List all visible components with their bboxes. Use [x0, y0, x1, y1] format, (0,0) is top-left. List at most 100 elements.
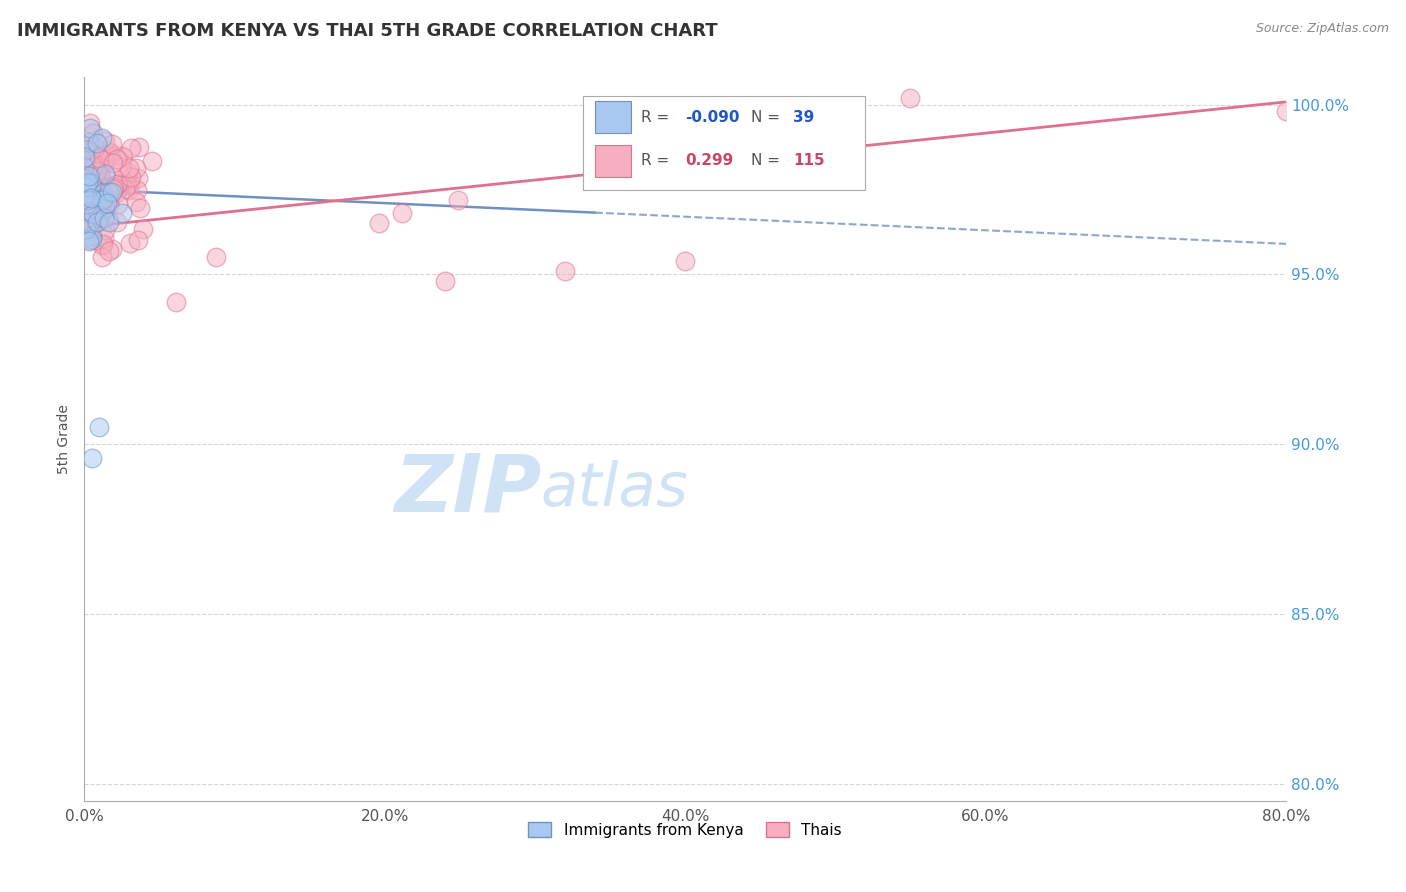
Point: [89, 185, 111, 199]
Point: [84, 184, 107, 198]
Point: [125, 161, 148, 175]
Point: [118, 183, 141, 197]
Point: [91, 186, 114, 201]
Point: [554, 264, 576, 278]
Point: [82, 126, 104, 140]
Point: [80, 229, 103, 244]
Point: [91, 237, 114, 252]
Point: [1275, 104, 1298, 119]
Text: Source: ZipAtlas.com: Source: ZipAtlas.com: [1256, 22, 1389, 36]
Point: [673, 253, 696, 268]
Point: [96, 187, 118, 202]
Point: [80, 176, 103, 190]
Point: [89, 166, 111, 180]
Point: [84, 188, 107, 202]
Point: [86, 203, 108, 218]
Point: [120, 169, 142, 184]
Point: [86, 202, 108, 217]
Point: [96, 194, 118, 209]
Point: [80, 191, 103, 205]
Point: [82, 207, 104, 221]
Point: [105, 178, 128, 192]
Point: [75, 179, 97, 194]
Point: [90, 130, 112, 145]
Legend: Immigrants from Kenya, Thais: Immigrants from Kenya, Thais: [522, 815, 848, 844]
Point: [117, 164, 139, 178]
Point: [87, 214, 110, 228]
Point: [97, 197, 120, 211]
Point: [100, 146, 122, 161]
Point: [205, 251, 228, 265]
Point: [93, 201, 115, 215]
Y-axis label: 5th Grade: 5th Grade: [58, 404, 72, 474]
Point: [84, 140, 107, 154]
Point: [91, 237, 114, 252]
Point: [82, 183, 104, 197]
Point: [73, 143, 96, 157]
Point: [79, 233, 101, 247]
Point: [90, 250, 112, 264]
Point: [87, 174, 110, 188]
Point: [89, 178, 111, 193]
Point: [433, 274, 456, 288]
Point: [101, 186, 124, 200]
Point: [111, 149, 134, 163]
Point: [77, 169, 100, 183]
Point: [84, 161, 107, 175]
Point: [76, 197, 98, 211]
Point: [77, 185, 100, 199]
Point: [83, 157, 105, 171]
Point: [86, 215, 108, 229]
Point: [84, 194, 107, 209]
Point: [75, 172, 97, 186]
Point: [77, 167, 100, 181]
Point: [101, 242, 124, 256]
Point: [93, 155, 115, 169]
Point: [76, 186, 98, 200]
Point: [105, 186, 128, 200]
FancyBboxPatch shape: [583, 95, 866, 190]
Point: [112, 150, 135, 164]
Point: [79, 168, 101, 182]
Point: [79, 156, 101, 170]
Point: [101, 156, 124, 170]
Text: -0.090: -0.090: [685, 110, 740, 125]
Point: [96, 196, 118, 211]
Point: [132, 222, 155, 236]
Point: [107, 196, 129, 211]
Text: R =: R =: [641, 110, 669, 125]
Point: [447, 193, 470, 207]
Point: [87, 151, 110, 165]
Text: IMMIGRANTS FROM KENYA VS THAI 5TH GRADE CORRELATION CHART: IMMIGRANTS FROM KENYA VS THAI 5TH GRADE …: [17, 22, 717, 40]
Point: [76, 196, 98, 211]
Point: [90, 193, 112, 207]
Point: [117, 176, 139, 190]
Point: [73, 187, 96, 202]
Point: [73, 160, 96, 174]
Point: [86, 164, 108, 178]
Point: [111, 206, 134, 220]
Point: [98, 149, 121, 163]
Point: [82, 160, 104, 174]
Point: [103, 170, 125, 185]
Text: N =: N =: [751, 153, 780, 168]
Point: [83, 192, 105, 206]
Point: [73, 154, 96, 169]
Point: [98, 214, 121, 228]
Point: [76, 176, 98, 190]
Text: N =: N =: [751, 110, 780, 125]
Point: [98, 179, 121, 194]
Point: [127, 233, 149, 247]
Point: [76, 175, 98, 189]
Text: ZIP: ZIP: [394, 450, 541, 529]
Point: [87, 196, 110, 211]
Point: [75, 169, 97, 184]
Point: [80, 221, 103, 235]
Point: [391, 206, 413, 220]
Point: [90, 197, 112, 211]
Point: [127, 170, 149, 185]
Point: [83, 185, 105, 199]
Point: [94, 167, 117, 181]
Point: [79, 215, 101, 229]
Point: [77, 235, 100, 249]
